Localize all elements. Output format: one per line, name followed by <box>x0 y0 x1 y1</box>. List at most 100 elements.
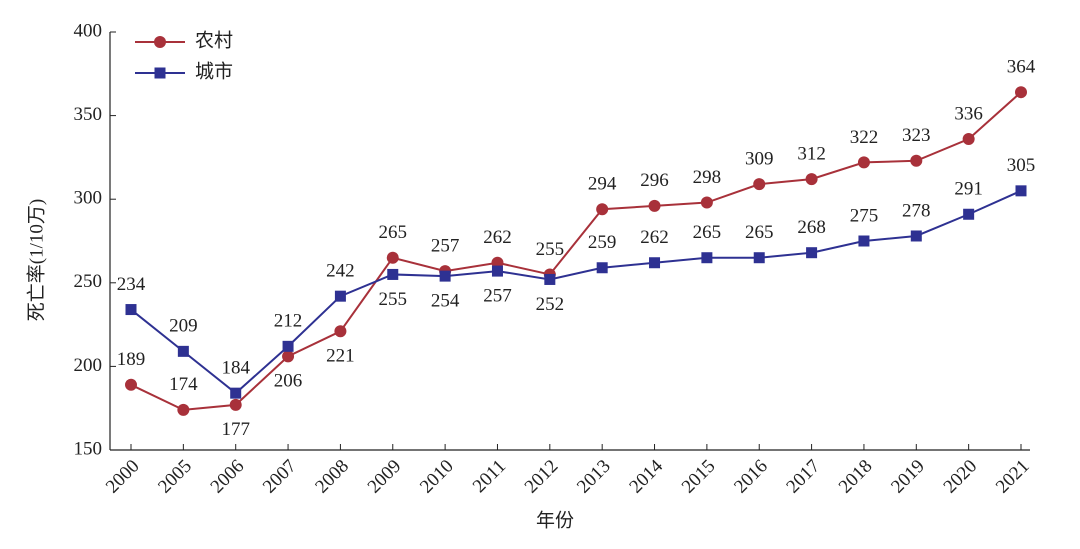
x-tick-label: 2014 <box>625 455 667 497</box>
x-tick-label: 2015 <box>678 456 720 498</box>
y-tick-label: 150 <box>74 438 103 459</box>
data-label: 278 <box>902 200 931 221</box>
data-label: 209 <box>169 316 198 337</box>
point <box>386 251 399 264</box>
data-label: 257 <box>431 235 460 256</box>
point <box>177 345 189 357</box>
point <box>596 262 608 274</box>
data-label: 265 <box>379 222 408 243</box>
x-tick-label: 2009 <box>364 456 406 498</box>
legend-label: 农村 <box>195 29 233 51</box>
data-label: 206 <box>274 371 303 392</box>
point <box>282 350 295 363</box>
point <box>649 257 661 269</box>
y-tick-label: 250 <box>74 271 103 292</box>
data-label: 305 <box>1007 155 1036 176</box>
x-tick-label: 2013 <box>573 456 615 498</box>
point <box>282 340 294 352</box>
data-label: 265 <box>745 222 774 243</box>
data-label: 262 <box>640 227 669 248</box>
data-label: 242 <box>326 261 355 282</box>
data-label: 221 <box>326 346 355 367</box>
data-label: 364 <box>1007 57 1036 78</box>
data-label: 254 <box>431 290 460 311</box>
point <box>700 196 713 209</box>
point <box>857 156 870 169</box>
x-tick-label: 2005 <box>154 456 196 498</box>
series-line <box>130 91 1022 411</box>
x-tick-label: 2011 <box>469 456 510 497</box>
data-label: 234 <box>117 274 146 295</box>
data-label: 177 <box>221 419 250 440</box>
point <box>439 270 451 282</box>
data-label: 255 <box>536 239 565 260</box>
legend-label: 城市 <box>195 60 233 82</box>
y-tick-label: 300 <box>74 188 103 209</box>
data-label: 336 <box>954 103 983 124</box>
point <box>806 247 818 259</box>
x-tick-label: 2019 <box>887 456 929 498</box>
x-tick-label: 2007 <box>259 456 301 498</box>
point <box>648 199 661 212</box>
x-tick-label: 2018 <box>835 456 877 498</box>
data-label: 259 <box>588 232 617 253</box>
data-label: 174 <box>169 374 198 395</box>
point <box>805 173 818 186</box>
x-tick-label: 2021 <box>992 456 1034 498</box>
data-label: 268 <box>797 217 826 238</box>
series-line <box>130 189 1022 395</box>
data-label: 275 <box>850 205 879 226</box>
y-tick-label: 350 <box>74 104 103 125</box>
point <box>387 268 399 280</box>
x-tick-label: 2000 <box>102 456 144 498</box>
data-label: 265 <box>693 222 722 243</box>
point <box>125 304 137 316</box>
point <box>125 378 137 391</box>
x-tick-label: 2012 <box>521 456 563 498</box>
x-tick-label: 2016 <box>730 456 772 498</box>
y-tick-label: 200 <box>74 355 103 376</box>
point <box>701 252 713 264</box>
x-tick-label: 2008 <box>311 456 353 498</box>
data-label: 294 <box>588 174 617 195</box>
data-label: 257 <box>483 285 512 306</box>
data-label: 291 <box>954 179 983 200</box>
y-axis-label: 死亡率(1/10万) <box>25 199 47 321</box>
data-label: 262 <box>483 227 512 248</box>
point <box>596 203 609 216</box>
point <box>544 273 556 285</box>
x-tick-label: 2017 <box>782 456 824 498</box>
data-label: 189 <box>117 349 146 370</box>
point <box>1015 86 1027 99</box>
point <box>491 265 503 277</box>
data-label: 298 <box>693 167 722 188</box>
data-label: 212 <box>274 311 303 332</box>
data-label: 322 <box>850 127 879 148</box>
legend-marker <box>154 67 166 79</box>
point <box>1015 185 1027 197</box>
data-label: 252 <box>536 294 565 315</box>
point <box>334 290 346 302</box>
data-label: 255 <box>379 289 408 310</box>
point <box>962 133 975 146</box>
data-label: 309 <box>745 149 774 170</box>
x-tick-label: 2020 <box>940 456 982 498</box>
point <box>910 154 923 167</box>
y-tick-label: 400 <box>74 20 103 41</box>
legend-marker <box>154 36 166 48</box>
data-label: 184 <box>221 358 250 379</box>
point <box>230 387 242 399</box>
x-tick-label: 2006 <box>207 456 249 498</box>
point <box>229 398 242 411</box>
point <box>177 403 190 416</box>
point <box>334 325 347 338</box>
point <box>753 252 765 264</box>
data-label: 323 <box>902 125 931 146</box>
point <box>910 230 922 242</box>
x-tick-label: 2010 <box>416 456 458 498</box>
data-label: 296 <box>640 170 669 191</box>
point <box>753 178 766 191</box>
data-label: 312 <box>797 143 826 164</box>
x-axis-label: 年份 <box>536 509 574 531</box>
